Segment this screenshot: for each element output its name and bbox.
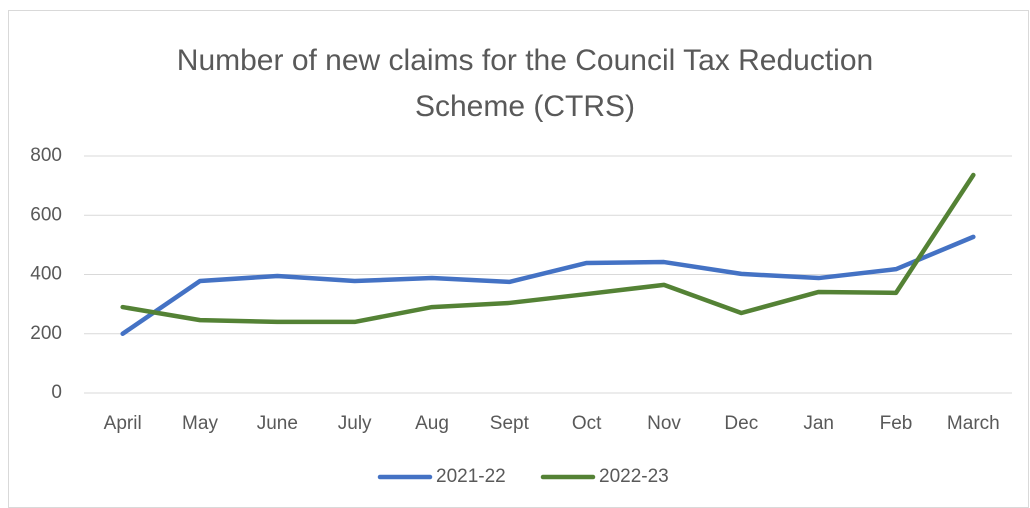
x-tick-label: Feb (880, 413, 913, 434)
x-tick-label: Aug (415, 413, 449, 434)
x-tick-label: Sept (490, 413, 530, 434)
legend-label: 2022-23 (599, 466, 669, 487)
y-tick-label: 800 (30, 145, 62, 166)
x-tick-label: Dec (724, 413, 758, 434)
y-tick-label: 200 (30, 323, 62, 344)
series-line (120, 172, 976, 325)
x-tick-label: Oct (572, 413, 602, 434)
series-line (120, 234, 976, 336)
chart-title: Number of new claims for the Council Tax… (176, 44, 874, 123)
x-tick-label: July (338, 413, 372, 434)
x-tick-label: June (257, 413, 298, 434)
x-tick-label: Nov (647, 413, 681, 434)
x-tick-label: March (947, 413, 1000, 434)
legend-label: 2021-22 (436, 466, 506, 487)
y-tick-label: 0 (51, 382, 62, 403)
x-tick-label: April (104, 413, 142, 434)
x-tick-label: Jan (803, 413, 834, 434)
y-tick-label: 400 (30, 264, 62, 285)
y-tick-label: 600 (30, 204, 62, 225)
x-tick-label: May (182, 413, 218, 434)
